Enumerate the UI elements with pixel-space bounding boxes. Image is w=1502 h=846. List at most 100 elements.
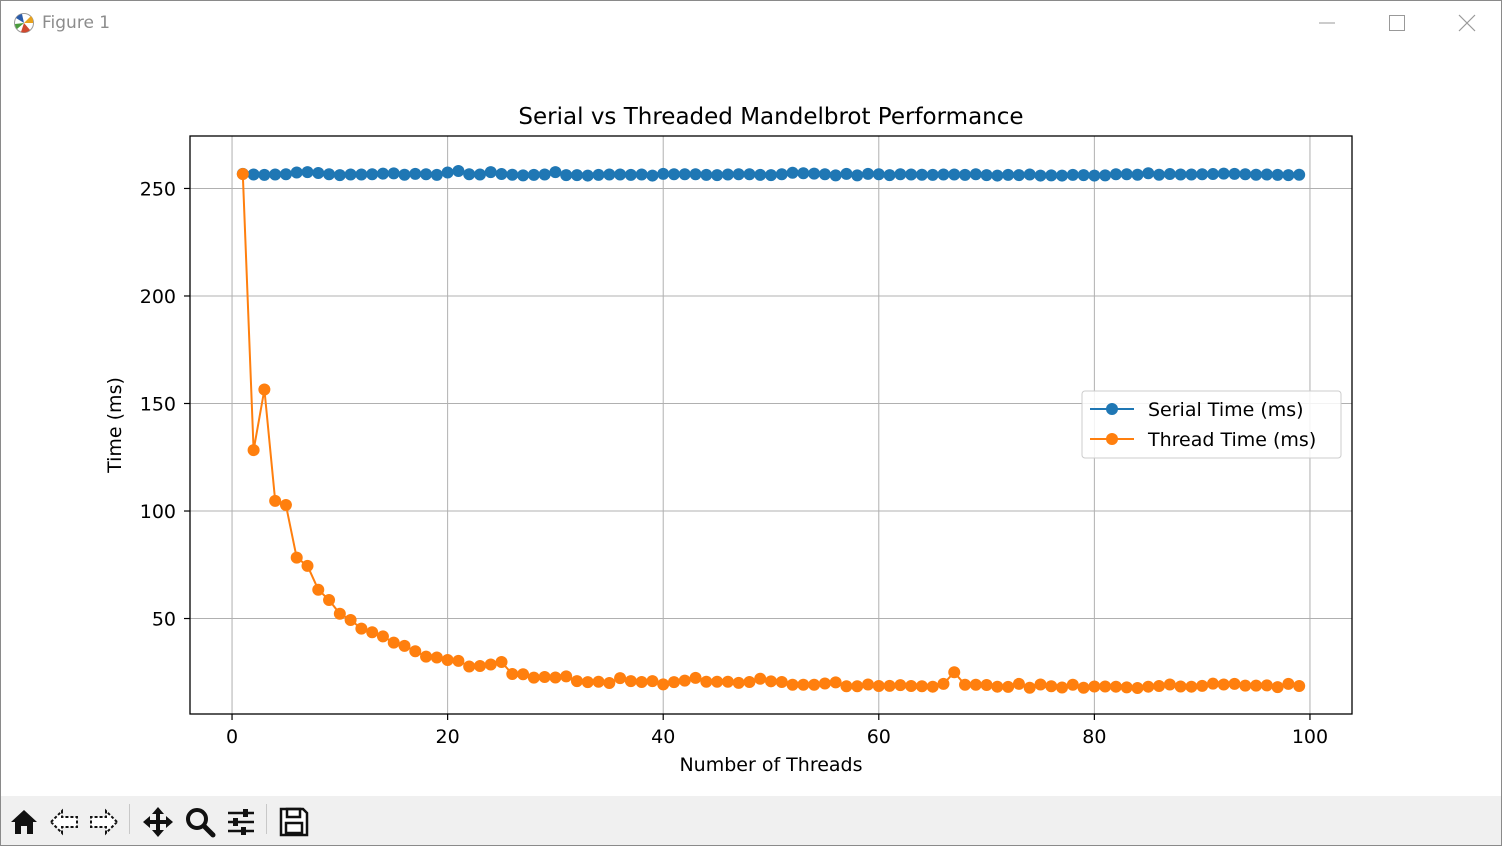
data-point-serial [657, 167, 670, 180]
data-point-serial [1120, 168, 1133, 181]
data-point-thread [657, 678, 670, 691]
data-point-thread [840, 680, 853, 693]
maximize-button[interactable] [1363, 1, 1431, 45]
data-point-thread [581, 676, 594, 689]
data-point-serial [937, 168, 950, 181]
home-icon [11, 810, 37, 834]
data-point-serial [711, 169, 724, 182]
data-point-thread [549, 671, 562, 684]
data-point-thread [355, 622, 368, 635]
data-point-thread [463, 660, 476, 673]
x-axis-label: Number of Threads [679, 754, 862, 776]
data-point-serial [398, 168, 411, 181]
data-point-serial [948, 168, 961, 181]
data-point-serial [883, 169, 896, 182]
data-point-thread [883, 679, 896, 692]
data-point-thread [1174, 680, 1187, 693]
data-point-thread [894, 679, 907, 692]
floppy-disk-icon [279, 807, 309, 837]
home-button[interactable] [6, 804, 42, 840]
data-point-thread [905, 680, 918, 693]
configure-subplots-button[interactable] [223, 804, 259, 840]
data-point-thread [765, 675, 777, 688]
data-point-serial [754, 168, 767, 181]
data-point-thread [323, 594, 336, 607]
data-point-serial [333, 169, 346, 182]
toolbar-separator [266, 804, 267, 834]
close-button[interactable] [1433, 1, 1501, 45]
data-point-thread [1282, 677, 1295, 690]
data-point-thread [570, 675, 583, 688]
window-title: Figure 1 [42, 13, 111, 33]
data-point-serial [1228, 167, 1241, 180]
data-point-serial [840, 167, 853, 180]
data-point-thread [1056, 681, 1069, 694]
data-point-serial [527, 168, 540, 181]
data-point-thread [269, 494, 282, 507]
data-point-serial [484, 166, 497, 179]
data-point-thread [1012, 677, 1025, 690]
data-point-serial [1196, 168, 1209, 181]
data-point-thread [1109, 680, 1122, 693]
data-point-serial [290, 166, 303, 179]
data-point-thread [700, 675, 713, 688]
data-point-thread [1250, 679, 1263, 692]
data-point-thread [1185, 680, 1198, 693]
data-point-serial [1260, 168, 1273, 181]
data-point-serial [818, 168, 831, 181]
data-point-serial [851, 169, 864, 182]
back-arrow-icon [49, 808, 78, 836]
data-point-thread [1206, 677, 1219, 690]
x-tick-label: 40 [651, 726, 675, 748]
save-button[interactable] [276, 804, 312, 840]
data-point-serial [301, 166, 314, 179]
data-point-thread [290, 551, 303, 564]
data-point-thread [1142, 680, 1155, 693]
data-point-serial [614, 168, 627, 181]
data-point-serial [765, 169, 777, 182]
pan-button[interactable] [140, 804, 176, 840]
back-button[interactable] [46, 804, 82, 840]
data-point-serial [538, 168, 551, 181]
forward-button[interactable] [86, 804, 122, 840]
data-point-thread [1163, 678, 1176, 691]
data-point-serial [1109, 168, 1122, 181]
data-point-serial [387, 167, 400, 180]
x-tick-label: 60 [867, 726, 891, 748]
data-point-serial [786, 166, 799, 179]
data-point-thread [473, 660, 486, 673]
data-point-thread [1131, 681, 1144, 694]
data-point-serial [1271, 168, 1284, 181]
data-point-thread [333, 607, 346, 620]
matplotlib-logo-icon [14, 13, 34, 33]
data-point-thread [538, 671, 551, 684]
y-tick-label: 100 [140, 501, 176, 523]
data-point-thread [430, 651, 443, 664]
minimize-button[interactable] [1293, 1, 1361, 45]
data-point-thread [376, 630, 389, 643]
data-point-thread [980, 678, 993, 691]
data-point-serial [570, 169, 583, 182]
data-point-serial [872, 168, 885, 181]
title-bar[interactable]: Figure 1 [1, 1, 1501, 45]
figure-canvas: 0 20 40 60 80 100 50 100 150 200 250 Serial vs Thre… [104, 104, 1353, 776]
data-point-serial [1034, 169, 1047, 182]
data-point-thread [441, 654, 454, 667]
data-point-thread [527, 671, 540, 684]
data-point-serial [409, 167, 422, 180]
data-point-thread [1260, 679, 1273, 692]
data-point-thread [506, 668, 519, 681]
zoom-button[interactable] [182, 804, 218, 840]
data-point-thread [991, 680, 1004, 693]
x-tick-label: 80 [1082, 726, 1106, 748]
data-point-thread [301, 559, 314, 572]
data-point-serial [721, 168, 734, 181]
data-point-serial [624, 168, 637, 181]
data-point-serial [905, 168, 918, 181]
data-point-serial [1282, 169, 1295, 182]
data-point-serial [1023, 168, 1036, 181]
data-point-thread [775, 675, 788, 688]
data-point-serial [441, 166, 454, 179]
legend-marker [1106, 433, 1118, 445]
data-point-thread [732, 676, 745, 689]
